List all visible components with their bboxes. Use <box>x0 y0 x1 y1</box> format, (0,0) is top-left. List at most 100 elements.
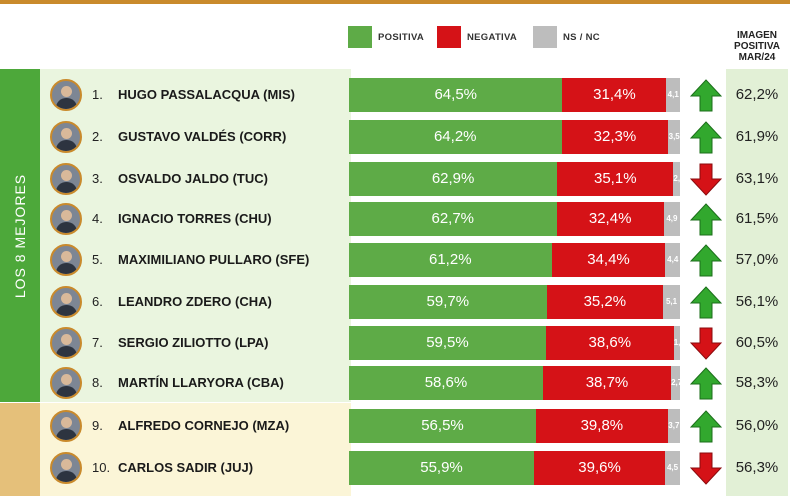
bar-ns-label: 2,7 <box>671 378 683 387</box>
bar-positive-label: 61,2% <box>429 251 472 268</box>
bar-negative <box>546 285 664 319</box>
bar-negative-label: 34,4% <box>587 251 630 268</box>
bar-ns <box>665 451 680 485</box>
top-accent-strip <box>0 0 790 4</box>
bar-negative <box>545 326 674 360</box>
bar-positive <box>349 285 547 319</box>
bar-ns-label: 4,9 <box>666 214 678 223</box>
bar-negative <box>557 162 674 196</box>
arrow-up-icon <box>689 203 723 236</box>
bar-negative-label: 38,6% <box>588 334 632 351</box>
bar-ns <box>668 120 680 154</box>
governor-name: SERGIO ZILIOTTO (LPA) <box>118 335 269 350</box>
bar-negative <box>561 120 669 154</box>
governor-name: LEANDRO ZDERO (CHA) <box>118 294 272 309</box>
rank-number: 8. <box>92 375 103 390</box>
legend-ns: NS / NC <box>533 26 600 48</box>
bar-negative-label: 31,4% <box>593 86 636 103</box>
bar-positive <box>349 162 558 196</box>
bar-positive-label: 58,6% <box>424 374 468 391</box>
bar-positive <box>349 451 535 485</box>
governor-name: HUGO PASSALACQUA (MIS) <box>118 87 295 102</box>
rank-number: 7. <box>92 335 103 350</box>
governor-avatar <box>50 203 82 235</box>
header-line-3: MAR/24 <box>738 52 776 63</box>
bar-negative-label: 32,3% <box>593 128 637 145</box>
legend-positive: POSITIVA <box>348 26 424 48</box>
table-row: 6. LEANDRO ZDERO (CHA) 59,7% 35,2% 5,1 56,1% <box>0 283 790 321</box>
bar-ns <box>673 162 680 196</box>
bar-negative-label: 39,6% <box>578 459 621 476</box>
bar-positive-label: 64,5% <box>434 86 478 103</box>
bar-positive <box>349 366 543 400</box>
previous-positive-value: 57,0% <box>735 251 779 268</box>
previous-positive-value: 56,1% <box>735 293 779 310</box>
table-row: 7. SERGIO ZILIOTTO (LPA) 59,5% 38,6% 1,9 60,5… <box>0 324 790 362</box>
rank-number: 2. <box>92 129 103 144</box>
rank-number: 5. <box>92 252 103 267</box>
governor-name: ALFREDO CORNEJO (MZA) <box>118 418 290 433</box>
bar-ns-label: 4,4 <box>667 255 679 264</box>
bar-ns-label: 4,5 <box>666 463 679 472</box>
rank-number: 1. <box>92 87 103 102</box>
bar-ns <box>663 285 680 319</box>
bar-ns <box>665 243 680 277</box>
arrow-down-icon <box>689 163 723 196</box>
legend-negative: NEGATIVA <box>437 26 517 48</box>
bar-negative <box>534 451 666 485</box>
table-row: 9. ALFREDO CORNEJO (MZA) 56,5% 39,8% 3,7 56,0… <box>0 407 790 445</box>
bar-positive <box>349 120 562 154</box>
rest-names-background <box>40 403 351 496</box>
legend-negative-swatch <box>437 26 461 48</box>
bar-ns <box>671 366 680 400</box>
bar-negative <box>536 409 668 443</box>
governor-avatar <box>50 410 82 442</box>
bar-ns <box>673 326 680 360</box>
bar-positive <box>349 326 546 360</box>
bar-positive-label: 64,2% <box>433 128 477 145</box>
governor-name: IGNACIO TORRES (CHU) <box>118 211 272 226</box>
bar-positive-label: 62,9% <box>431 170 475 187</box>
arrow-up-icon <box>689 79 723 112</box>
bar-positive-label: 59,5% <box>426 334 469 351</box>
bar-positive <box>349 78 563 112</box>
governor-avatar <box>50 327 82 359</box>
governor-avatar <box>50 286 82 318</box>
governor-name: CARLOS SADIR (JUJ) <box>118 460 254 475</box>
legend-ns-label: NS / NC <box>563 31 600 43</box>
table-row: 2. GUSTAVO VALDÉS (CORR) 64,2% 32,3% 3,5 61,9… <box>0 118 790 156</box>
bar-negative <box>551 243 666 277</box>
legend-positive-label: POSITIVA <box>378 31 425 43</box>
bar-ns <box>663 202 680 236</box>
table-row: 4. IGNACIO TORRES (CHU) 62,7% 32,4% 4,9 61,5% <box>0 200 790 238</box>
bar-ns-label: 3,5 <box>668 132 680 141</box>
table-row: 3. OSVALDO JALDO (TUC) 62,9% 35,1% 2,0 63,1% <box>0 160 790 198</box>
bar-positive <box>349 202 557 236</box>
header-line-2: POSITIVA <box>734 41 780 52</box>
arrow-up-icon <box>689 244 723 277</box>
top8-names-background <box>40 69 351 402</box>
arrow-up-icon <box>689 367 723 400</box>
governor-name: MAXIMILIANO PULLARO (SFE) <box>118 252 310 267</box>
top8-side-band <box>0 69 40 402</box>
governor-avatar <box>50 163 82 195</box>
previous-positive-value: 60,5% <box>735 334 779 351</box>
bar-negative-label: 35,2% <box>583 293 627 310</box>
bar-ns-label: 5,1 <box>665 297 678 306</box>
previous-positive-value: 56,3% <box>735 459 779 476</box>
previous-image-column <box>726 69 788 496</box>
table-row: 10. CARLOS SADIR (JUJ) 55,9% 39,6% 4,5 56,3% <box>0 449 790 487</box>
previous-image-header: IMAGEN POSITIVA MAR/24 <box>726 30 788 63</box>
legend-ns-swatch <box>533 26 557 48</box>
table-row: 5. MAXIMILIANO PULLARO (SFE) 61,2% 34,4% 4,4… <box>0 241 790 279</box>
rank-number: 10. <box>92 460 111 475</box>
bar-positive-label: 62,7% <box>431 210 475 227</box>
bar-positive <box>349 243 552 277</box>
governor-avatar <box>50 79 82 111</box>
rank-number: 9. <box>92 418 103 433</box>
bar-positive-label: 59,7% <box>426 293 470 310</box>
bar-negative-label: 39,8% <box>580 417 624 434</box>
previous-positive-value: 63,1% <box>735 170 779 187</box>
bar-negative-label: 35,1% <box>594 170 637 187</box>
governor-name: GUSTAVO VALDÉS (CORR) <box>118 129 287 144</box>
